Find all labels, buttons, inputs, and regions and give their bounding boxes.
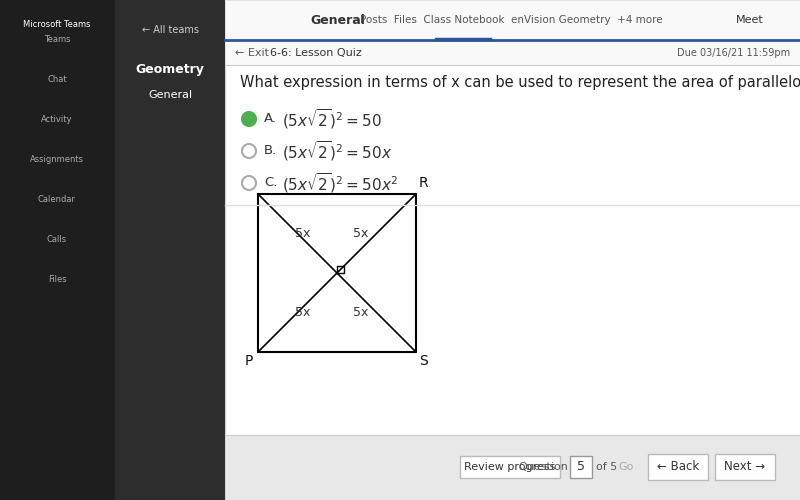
Text: C.: C. xyxy=(264,176,278,190)
Text: Meet: Meet xyxy=(736,15,764,25)
Text: Microsoft Teams: Microsoft Teams xyxy=(23,20,90,29)
Text: P: P xyxy=(245,354,253,368)
Text: Chat: Chat xyxy=(47,76,67,84)
Text: Activity: Activity xyxy=(42,116,73,124)
Text: Review progress: Review progress xyxy=(464,462,556,472)
Text: R: R xyxy=(419,176,429,190)
Text: ← Back: ← Back xyxy=(657,460,699,473)
Text: B.: B. xyxy=(264,144,278,158)
Text: Files: Files xyxy=(48,276,66,284)
Text: Question: Question xyxy=(518,462,568,472)
Text: General: General xyxy=(148,90,192,100)
Text: Calendar: Calendar xyxy=(38,196,76,204)
Text: ← Exit: ← Exit xyxy=(235,48,269,58)
Text: Next →: Next → xyxy=(725,460,766,473)
Text: A.: A. xyxy=(264,112,277,126)
Text: $(5x\sqrt{2})^{2} = 50x$: $(5x\sqrt{2})^{2} = 50x$ xyxy=(282,139,392,163)
Text: 5x: 5x xyxy=(294,227,310,240)
Text: Due 03/16/21 11:59pm: Due 03/16/21 11:59pm xyxy=(677,48,790,58)
Text: ← All teams: ← All teams xyxy=(142,25,198,35)
Bar xyxy=(225,435,800,500)
Circle shape xyxy=(242,176,256,190)
Bar xyxy=(115,0,225,500)
Text: General: General xyxy=(310,14,365,26)
Text: Geometry: Geometry xyxy=(135,64,205,76)
Bar xyxy=(225,0,800,40)
Circle shape xyxy=(242,112,256,126)
Text: Calls: Calls xyxy=(47,236,67,244)
Text: S: S xyxy=(419,354,428,368)
Text: 5x: 5x xyxy=(294,306,310,319)
Text: $(5x\sqrt{2})^{2} = 50x^{2}$: $(5x\sqrt{2})^{2} = 50x^{2}$ xyxy=(282,171,398,195)
Text: Assignments: Assignments xyxy=(30,156,84,164)
Circle shape xyxy=(242,144,256,158)
Text: 6-6: Lesson Quiz: 6-6: Lesson Quiz xyxy=(270,48,362,58)
Bar xyxy=(225,40,800,65)
Bar xyxy=(0,0,115,500)
Bar xyxy=(570,456,592,478)
Bar xyxy=(460,456,560,478)
Bar xyxy=(225,65,800,435)
Text: What expression in terms of x can be used to represent the area of parallelogram: What expression in terms of x can be use… xyxy=(240,75,800,90)
Text: 5: 5 xyxy=(577,460,585,473)
Text: $(5x\sqrt{2})^{2} = 50$: $(5x\sqrt{2})^{2} = 50$ xyxy=(282,107,382,131)
Text: Q: Q xyxy=(242,176,253,190)
Bar xyxy=(715,454,775,480)
Text: of 5: of 5 xyxy=(596,462,618,472)
Text: Posts  Files  Class Notebook  enVision Geometry  +4 more: Posts Files Class Notebook enVision Geom… xyxy=(360,15,662,25)
Text: 5x: 5x xyxy=(353,306,368,319)
Text: Teams: Teams xyxy=(44,36,70,44)
Text: Go: Go xyxy=(618,462,634,472)
Text: 5x: 5x xyxy=(353,227,368,240)
Bar xyxy=(648,454,708,480)
